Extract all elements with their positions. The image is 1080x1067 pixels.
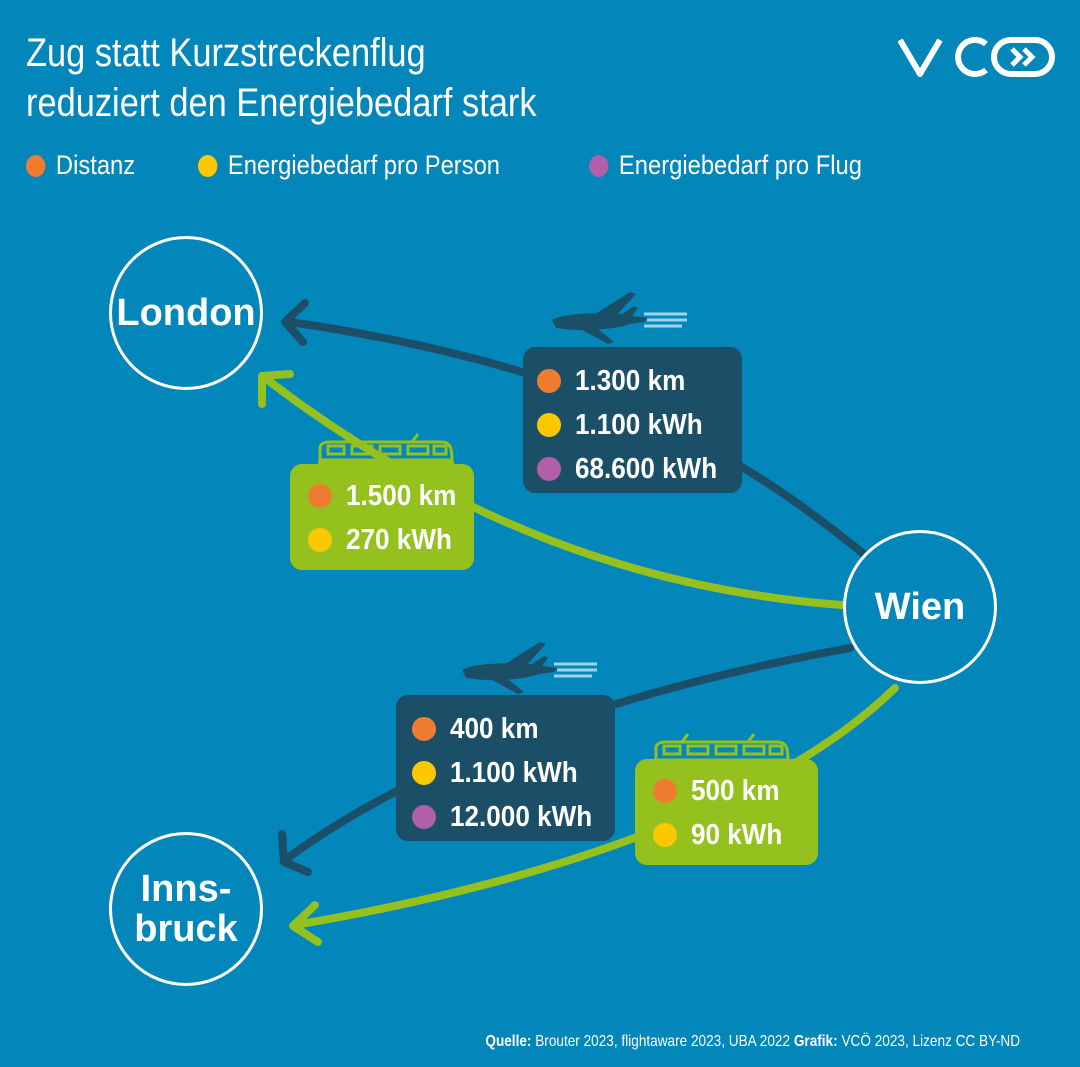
yellow-dot-icon bbox=[308, 528, 332, 552]
flight-route-london-arrowhead bbox=[281, 299, 309, 346]
orange-dot-icon bbox=[653, 779, 677, 803]
purple-dot-icon bbox=[537, 457, 561, 481]
page-title: Zug statt Kurzstreckenflug reduziert den… bbox=[26, 31, 537, 125]
flight-route-innsbruck-arrowhead bbox=[278, 830, 312, 876]
airplane-icon bbox=[552, 292, 687, 344]
train-route-london bbox=[261, 374, 846, 609]
train-route-innsbruck-arrowhead bbox=[289, 901, 322, 946]
orange-dot-icon bbox=[26, 154, 46, 177]
train-icon bbox=[318, 433, 454, 465]
yellow-dot-icon bbox=[537, 413, 561, 437]
innsbruck-train-box: 500 km 90 kWh bbox=[635, 759, 818, 865]
source-note: Quelle: Brouter 2023, flightaware 2023, … bbox=[485, 1033, 1020, 1050]
legend: Distanz Energiebedarf pro Person Energie… bbox=[26, 150, 947, 181]
train-route-london-arrowhead bbox=[258, 370, 294, 408]
yellow-dot-icon bbox=[653, 823, 677, 847]
london-train-box: 1.500 km 270 kWh bbox=[290, 464, 474, 570]
vco-logo bbox=[898, 37, 1055, 77]
legend-item-energy-flight: Energiebedarf pro Flug bbox=[589, 150, 862, 181]
orange-dot-icon bbox=[537, 369, 561, 393]
legend-item-energy-person: Energiebedarf pro Person bbox=[198, 150, 500, 181]
yellow-dot-icon bbox=[198, 154, 218, 177]
london-flight-box: 1.300 km 1.100 kWh 68.600 kWh bbox=[523, 347, 742, 493]
orange-dot-icon bbox=[412, 717, 436, 741]
city-london: London bbox=[109, 236, 263, 390]
orange-dot-icon bbox=[308, 484, 332, 508]
yellow-dot-icon bbox=[412, 761, 436, 785]
city-wien: Wien bbox=[843, 530, 997, 684]
purple-dot-icon bbox=[589, 154, 609, 177]
purple-dot-icon bbox=[412, 805, 436, 829]
innsbruck-flight-box: 400 km 1.100 kWh 12.000 kWh bbox=[396, 695, 615, 841]
city-innsbruck: Inns-bruck bbox=[109, 832, 263, 986]
legend-item-distance: Distanz bbox=[26, 150, 135, 181]
airplane-icon bbox=[462, 642, 597, 694]
